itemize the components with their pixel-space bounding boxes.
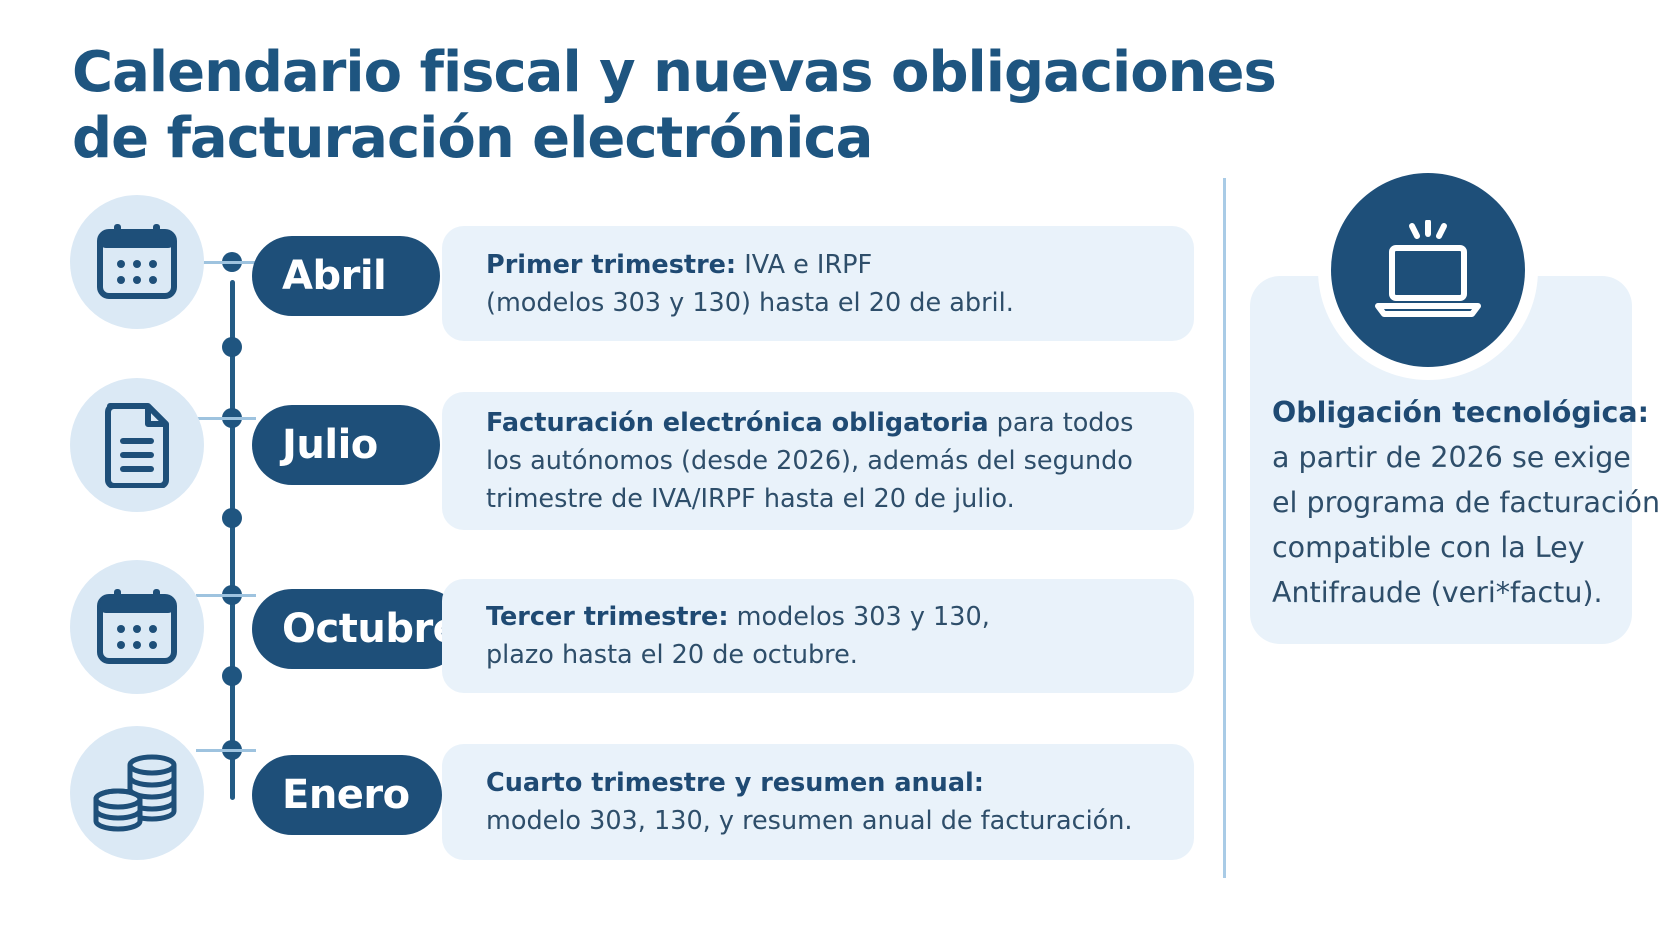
icon-badge	[70, 726, 204, 860]
card-octubre: Tercer trimestre: modelos 303 y 130, pla…	[442, 579, 1194, 693]
card-text: plazo hasta el 20 de octubre.	[486, 640, 858, 670]
calendar-icon	[97, 224, 177, 299]
laptop-badge	[1318, 160, 1538, 380]
connector-branch	[196, 749, 256, 752]
month-pill-octubre: Octubre	[252, 589, 464, 669]
month-pill-enero: Enero	[252, 755, 442, 835]
side-text: compatible con la Ley	[1272, 531, 1585, 564]
timeline-node	[222, 508, 242, 528]
connector-branch	[196, 261, 256, 264]
card-heading: Cuarto trimestre y resumen anual:	[486, 768, 984, 798]
side-text: a partir de 2026 se exige	[1272, 441, 1631, 474]
timeline-node	[222, 337, 242, 357]
icon-badge	[70, 378, 204, 512]
card-text: modelo 303, 130, y resumen anual de fact…	[486, 806, 1133, 836]
laptop-icon	[1375, 220, 1481, 317]
card-text: los autónomos (desde 2026), además del s…	[486, 446, 1133, 476]
card-heading: Primer trimestre:	[486, 249, 737, 280]
month-pill-abril: Abril	[252, 236, 440, 316]
side-text: el programa de facturación	[1272, 486, 1661, 519]
title-line-2: de facturación electrónica	[72, 106, 873, 171]
month-label: Octubre	[282, 606, 460, 652]
timeline-connector	[230, 280, 235, 800]
connector-branch	[196, 594, 256, 597]
page-title: Calendario fiscal y nuevas obligaciones …	[72, 40, 1277, 172]
card-julio: Facturación electrónica obligatoria para…	[442, 392, 1194, 530]
card-text: trimestre de IVA/IRPF hasta el 20 de jul…	[486, 484, 1015, 514]
icon-badge	[70, 560, 204, 694]
month-label: Enero	[282, 772, 410, 818]
title-line-1: Calendario fiscal y nuevas obligaciones	[72, 40, 1277, 105]
card-abril: Primer trimestre: IVA e IRPF (modelos 30…	[442, 226, 1194, 341]
timeline-node	[222, 666, 242, 686]
side-heading: Obligación tecnológica:	[1272, 396, 1650, 429]
coins-icon	[93, 754, 177, 832]
card-text: (modelos 303 y 130) hasta el 20 de abril…	[486, 287, 1014, 318]
card-heading: Facturación electrónica obligatoria	[486, 408, 989, 438]
connector-branch	[196, 417, 256, 420]
card-text: para todos	[988, 408, 1134, 438]
month-label: Abril	[282, 253, 387, 299]
card-enero: Cuarto trimestre y resumen anual: modelo…	[442, 744, 1194, 860]
side-text: Antifraude (veri*factu).	[1272, 576, 1603, 609]
calendar-icon	[97, 589, 177, 664]
card-heading: Tercer trimestre:	[486, 602, 729, 632]
month-label: Julio	[282, 422, 378, 468]
vertical-divider	[1223, 178, 1226, 878]
card-text: IVA e IRPF	[736, 249, 873, 280]
month-pill-julio: Julio	[252, 405, 440, 485]
icon-badge	[70, 195, 204, 329]
card-text: modelos 303 y 130,	[728, 602, 990, 632]
document-icon	[105, 403, 169, 488]
